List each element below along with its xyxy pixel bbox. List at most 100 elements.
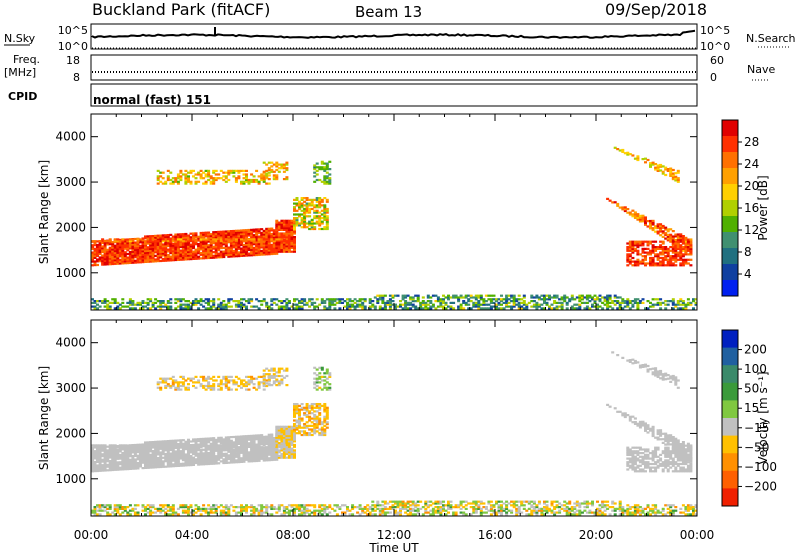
data-cell [323, 227, 327, 231]
data-cell [649, 225, 652, 228]
data-cell [676, 247, 680, 250]
data-cell [674, 242, 678, 245]
data-cell [272, 438, 276, 441]
data-cell [325, 426, 329, 429]
data-cell [325, 368, 329, 371]
data-cell [126, 305, 130, 308]
data-cell [219, 388, 223, 391]
data-cell [199, 461, 203, 464]
data-cell [250, 447, 254, 450]
data-cell [358, 298, 362, 301]
data-cell [285, 451, 289, 454]
data-cell [661, 301, 665, 304]
data-cell [224, 436, 228, 439]
data-cell [628, 466, 632, 469]
data-cell [106, 458, 110, 461]
data-cell [154, 464, 158, 467]
data-cell [628, 419, 632, 422]
data-cell [272, 238, 276, 241]
data-cell [277, 234, 281, 237]
data-cell [111, 262, 115, 266]
cpid-label: CPID [8, 90, 37, 103]
data-cell [257, 439, 261, 442]
data-cell [217, 236, 221, 239]
data-cell [656, 429, 660, 432]
data-cell [275, 454, 279, 457]
data-cell [149, 300, 153, 303]
data-cell [550, 307, 554, 310]
data-cell [386, 301, 390, 304]
data-cell [247, 442, 251, 445]
data-cell [96, 468, 99, 471]
data-cell [305, 207, 309, 211]
data-cell [325, 217, 329, 220]
data-cell [293, 445, 296, 448]
data-cell [128, 458, 132, 461]
data-cell [328, 388, 332, 391]
data-cell [285, 438, 289, 441]
data-cell [252, 228, 256, 231]
data-cell [234, 437, 238, 440]
data-cell [277, 232, 281, 235]
data-cell [310, 404, 314, 407]
data-cell [199, 251, 203, 255]
data-cell [234, 443, 238, 446]
data-cell [388, 301, 392, 304]
data-cell [282, 440, 286, 443]
data-cell [141, 259, 145, 262]
data-cell [257, 383, 261, 386]
data-cell [222, 178, 226, 182]
data-cell [161, 300, 165, 303]
data-cell [179, 453, 183, 456]
data-cell [187, 456, 190, 460]
data-cell [229, 250, 233, 253]
data-cell [166, 461, 170, 464]
data-cell [219, 383, 223, 386]
data-cell [290, 250, 294, 253]
data-cell [686, 246, 690, 249]
data-cell [247, 458, 251, 461]
data-cell [212, 171, 216, 174]
data-cell [199, 231, 203, 235]
data-cell [290, 241, 294, 244]
data-cell [219, 451, 223, 454]
data-cell [305, 226, 309, 229]
data-cell [181, 238, 185, 241]
data-cell [181, 253, 185, 256]
data-cell [633, 300, 637, 303]
data-cell [126, 455, 130, 458]
data-cell [202, 452, 206, 455]
data-cell [166, 244, 170, 248]
data-cell [204, 246, 208, 249]
data-cell [651, 452, 655, 455]
data-cell [293, 424, 296, 427]
data-cell [156, 386, 160, 389]
data-cell [285, 433, 289, 436]
data-cell [232, 448, 236, 451]
data-cell [626, 457, 630, 460]
data-cell [111, 448, 115, 452]
data-cell [290, 232, 294, 235]
data-cell [636, 158, 640, 162]
data-cell [295, 419, 299, 422]
data-cell [295, 217, 299, 220]
data-cell [598, 300, 602, 303]
data-cell [146, 246, 150, 249]
data-cell [270, 161, 274, 164]
data-cell [651, 260, 655, 263]
data-cell [247, 228, 251, 232]
data-cell [126, 462, 130, 465]
data-cell [388, 294, 392, 297]
data-cell [240, 437, 243, 440]
data-cell [328, 180, 332, 183]
data-cell [224, 381, 228, 384]
data-cell [689, 458, 693, 462]
data-cell [224, 377, 228, 380]
data-cell [247, 243, 251, 246]
data-cell [328, 386, 332, 389]
data-cell [272, 369, 276, 372]
data-cell [240, 240, 243, 243]
data-cell [654, 303, 658, 306]
data-cell [641, 251, 645, 254]
data-cell [674, 264, 678, 267]
